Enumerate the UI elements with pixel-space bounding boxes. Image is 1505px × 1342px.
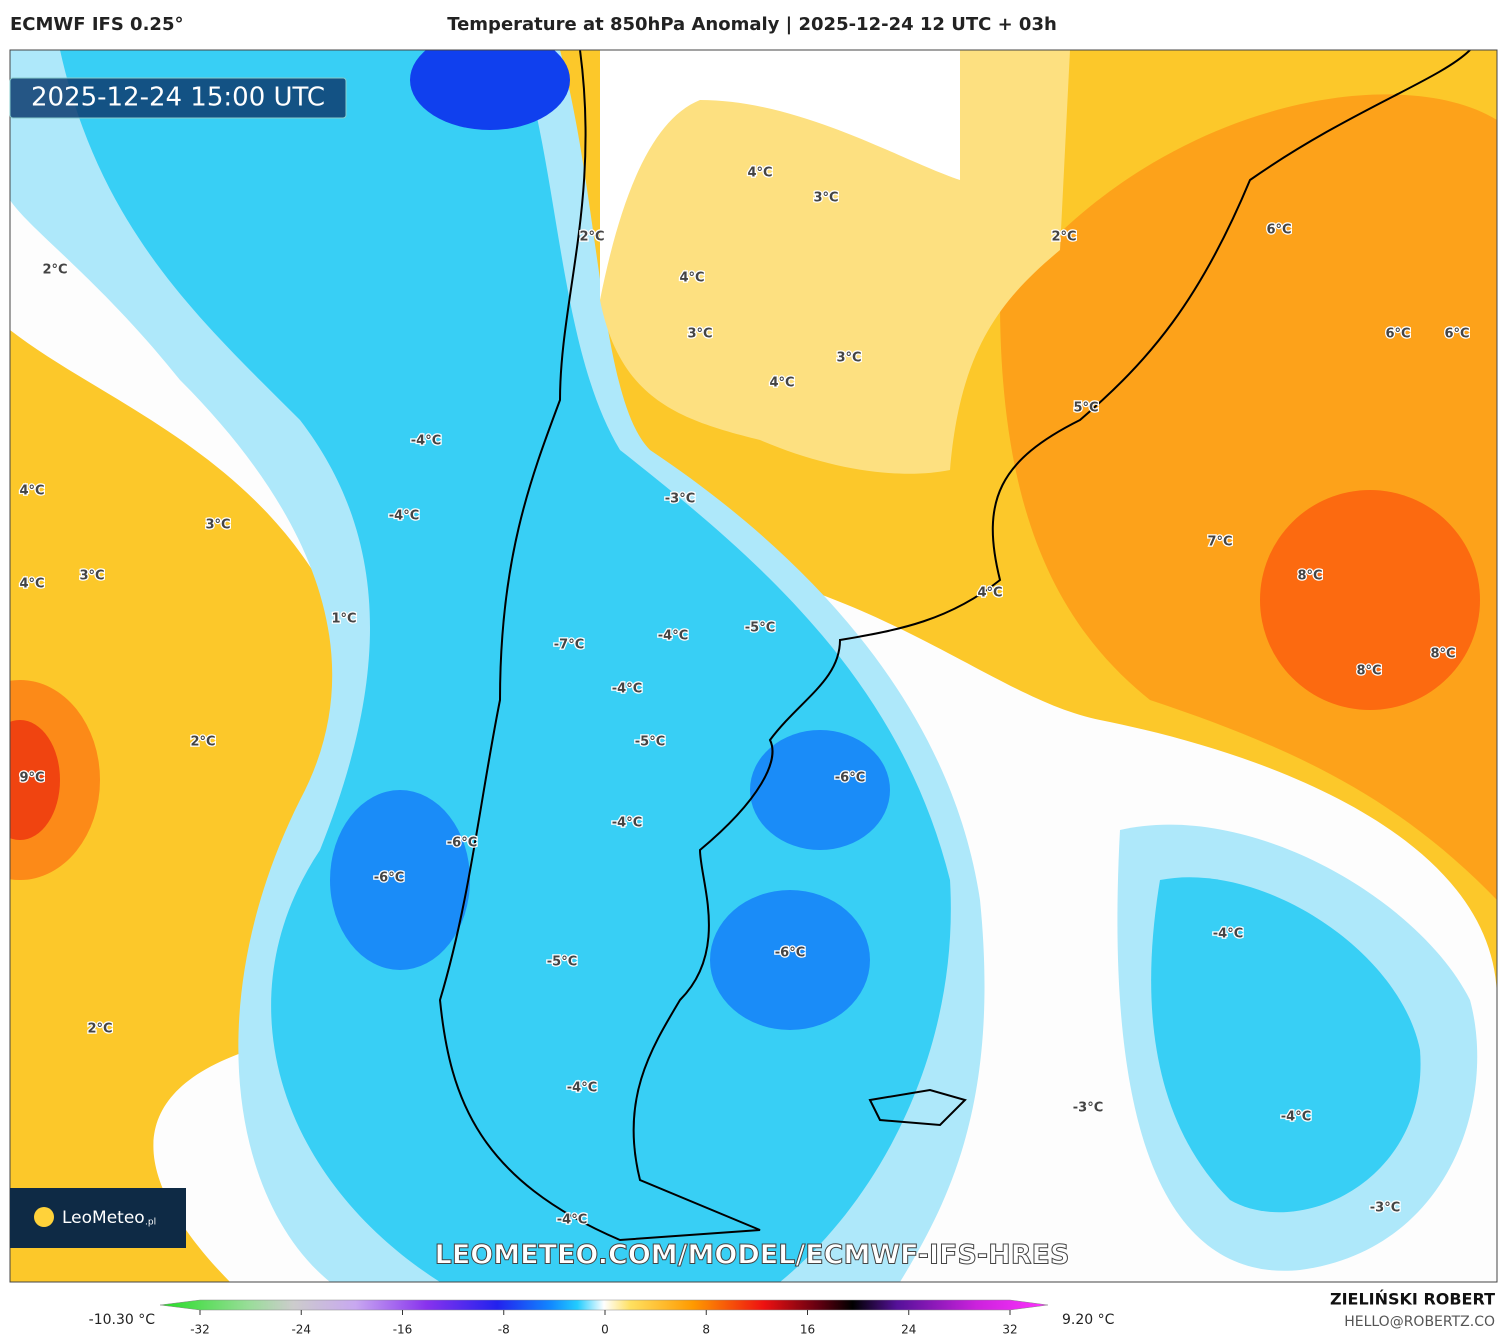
contour-label: -4°C xyxy=(557,1213,587,1228)
contour-label: -6°C xyxy=(447,836,477,851)
contour-label: 6°C xyxy=(1266,223,1291,238)
contour-label: 4°C xyxy=(19,484,44,499)
contour-label: 4°C xyxy=(19,577,44,592)
contour-label: -7°C xyxy=(554,638,584,653)
colorbar-tick-label: -8 xyxy=(498,1323,510,1337)
contour-label: 2°C xyxy=(190,735,215,750)
contour-label: 2°C xyxy=(579,230,604,245)
contact: HELLO@ROBERTZ.CO xyxy=(1344,1314,1495,1330)
colorbar-tick-label: 32 xyxy=(1002,1323,1017,1337)
contour-label: -6°C xyxy=(775,946,805,961)
hot-area xyxy=(10,720,60,840)
map-title: Temperature at 850hPa Anomaly | 2025-12-… xyxy=(447,14,1057,35)
contour-label: -6°C xyxy=(374,871,404,886)
cold-area xyxy=(1151,877,1421,1213)
contour-label: 8°C xyxy=(1356,664,1381,679)
hot-area xyxy=(1260,490,1480,710)
contour-label: -4°C xyxy=(612,816,642,831)
colorbar-min: -10.30 °C xyxy=(89,1312,156,1328)
very-cold-area xyxy=(330,790,470,970)
watermark: LEOMETEO.COM/MODEL/ECMWF-IFS-HRES xyxy=(435,1240,1070,1271)
contour-label: -4°C xyxy=(1281,1110,1311,1125)
contour-label: -3°C xyxy=(665,492,695,507)
contour-label: 8°C xyxy=(1430,647,1455,662)
coastline xyxy=(438,50,1471,1242)
contour-label: -5°C xyxy=(547,955,577,970)
colorbar xyxy=(159,1299,1049,1311)
colorbar-max: 9.20 °C xyxy=(1062,1312,1115,1328)
colorbar-tick-label: 24 xyxy=(901,1323,916,1337)
very-cold-area xyxy=(710,890,870,1030)
contour-label: 3°C xyxy=(205,518,230,533)
contour-label: -3°C xyxy=(1370,1201,1400,1216)
contour-label: 8°C xyxy=(1297,569,1322,584)
contour-label: 3°C xyxy=(79,569,104,584)
timestamp: 2025-12-24 15:00 UTC xyxy=(31,83,325,113)
colorbar-tick-label: -24 xyxy=(291,1323,311,1337)
timestamp-box xyxy=(9,77,347,119)
map: 4°C 3°C 2°C 6°C 2°C 2°C 4°C 3°C 3°C 4°C 6°C 6°C 5°C -… xyxy=(10,50,1497,1282)
very-cold-area xyxy=(410,50,570,130)
contour-label: -5°C xyxy=(635,735,665,750)
contour-label: 2°C xyxy=(42,263,67,278)
contour-label: -4°C xyxy=(612,682,642,697)
contour-label: 3°C xyxy=(687,327,712,342)
contour-label: 5°C xyxy=(1073,401,1098,416)
colorbar-tick-label: 0 xyxy=(601,1323,609,1337)
map-frame xyxy=(9,49,1498,1283)
contour-label: -4°C xyxy=(411,434,441,449)
contour-label: -5°C xyxy=(745,621,775,636)
contour-label: 2°C xyxy=(87,1022,112,1037)
colorbar-tick-label: -32 xyxy=(190,1323,210,1337)
colorbar-tick-label: -16 xyxy=(393,1323,413,1337)
contour-label: -4°C xyxy=(567,1081,597,1096)
islands xyxy=(868,1088,967,1127)
contour-label: -6°C xyxy=(835,771,865,786)
contour-label: 4°C xyxy=(977,586,1002,601)
contour-label: 4°C xyxy=(747,166,772,181)
contour-label: 6°C xyxy=(1385,327,1410,342)
colorbar-tick-label: 16 xyxy=(800,1323,815,1337)
contour-label: 3°C xyxy=(813,191,838,206)
contour-label: 1°C xyxy=(331,612,356,627)
logo-suffix: .pl xyxy=(145,1218,156,1228)
model-name: ECMWF IFS 0.25° xyxy=(10,14,183,35)
contour-label: -4°C xyxy=(1213,927,1243,942)
logo: LeoMeteo xyxy=(62,1208,145,1228)
contour-label: 9°C xyxy=(19,771,44,786)
contour-label: -3°C xyxy=(1073,1101,1103,1116)
very-cold-area xyxy=(750,730,890,850)
contour-label: 6°C xyxy=(1444,327,1469,342)
logo-sun xyxy=(34,1207,54,1227)
contour-label: 4°C xyxy=(679,271,704,286)
contour-label: 2°C xyxy=(1051,230,1076,245)
author: ZIELIŃSKI ROBERT xyxy=(1330,1290,1495,1309)
contour-label: 3°C xyxy=(836,351,861,366)
colorbar-tick-label: 8 xyxy=(702,1323,710,1337)
contour-label: -4°C xyxy=(658,629,688,644)
contour-label: -4°C xyxy=(389,509,419,524)
land-neutral xyxy=(600,50,960,300)
contour-label: 7°C xyxy=(1207,535,1232,550)
contour-label: 4°C xyxy=(769,376,794,391)
